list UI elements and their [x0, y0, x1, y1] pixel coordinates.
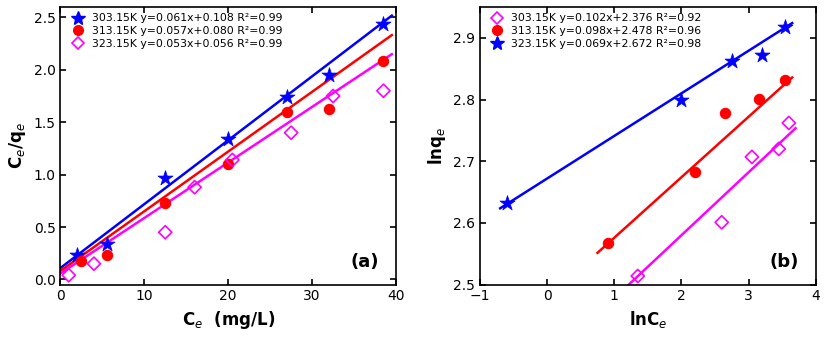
Point [222, 136, 235, 142]
Point [725, 58, 739, 64]
Point [688, 169, 701, 174]
Point [327, 93, 340, 99]
Y-axis label: lnq$_e$: lnq$_e$ [426, 127, 447, 165]
X-axis label: lnC$_e$: lnC$_e$ [629, 309, 667, 330]
Point [601, 240, 614, 245]
Point [280, 109, 294, 115]
Point [226, 157, 239, 163]
Point [779, 78, 792, 83]
Point [500, 200, 514, 205]
Point [377, 59, 390, 64]
Point [782, 120, 796, 126]
Text: (b): (b) [769, 253, 799, 271]
Point [159, 200, 172, 206]
X-axis label: C$_e$  (mg/L): C$_e$ (mg/L) [182, 309, 275, 331]
Point [719, 111, 732, 116]
Point [675, 97, 688, 102]
Point [62, 272, 75, 278]
Point [159, 175, 172, 180]
Point [772, 146, 786, 151]
Legend: 303.15K y=0.102x+2.376 R²=0.92, 313.15K y=0.098x+2.478 R²=0.96, 323.15K y=0.069x: 303.15K y=0.102x+2.376 R²=0.92, 313.15K … [485, 11, 704, 51]
Point [631, 273, 644, 279]
Point [280, 94, 294, 100]
Point [159, 230, 172, 235]
Text: (a): (a) [351, 253, 380, 271]
Point [377, 21, 390, 26]
Point [377, 88, 390, 94]
Y-axis label: C$_e$/q$_e$: C$_e$/q$_e$ [7, 122, 28, 169]
Point [779, 25, 792, 30]
Point [74, 258, 88, 263]
Point [100, 252, 113, 258]
Legend: 303.15K y=0.061x+0.108 R²=0.99, 313.15K y=0.057x+0.080 R²=0.99, 323.15K y=0.053x: 303.15K y=0.061x+0.108 R²=0.99, 313.15K … [65, 11, 284, 51]
Point [100, 241, 113, 246]
Point [715, 220, 729, 225]
Point [752, 96, 765, 102]
Point [323, 106, 336, 111]
Point [745, 154, 758, 160]
Point [70, 252, 84, 258]
Point [188, 185, 201, 190]
Point [88, 261, 101, 266]
Point [755, 52, 768, 58]
Point [222, 162, 235, 167]
Point [323, 72, 336, 78]
Point [284, 130, 298, 136]
